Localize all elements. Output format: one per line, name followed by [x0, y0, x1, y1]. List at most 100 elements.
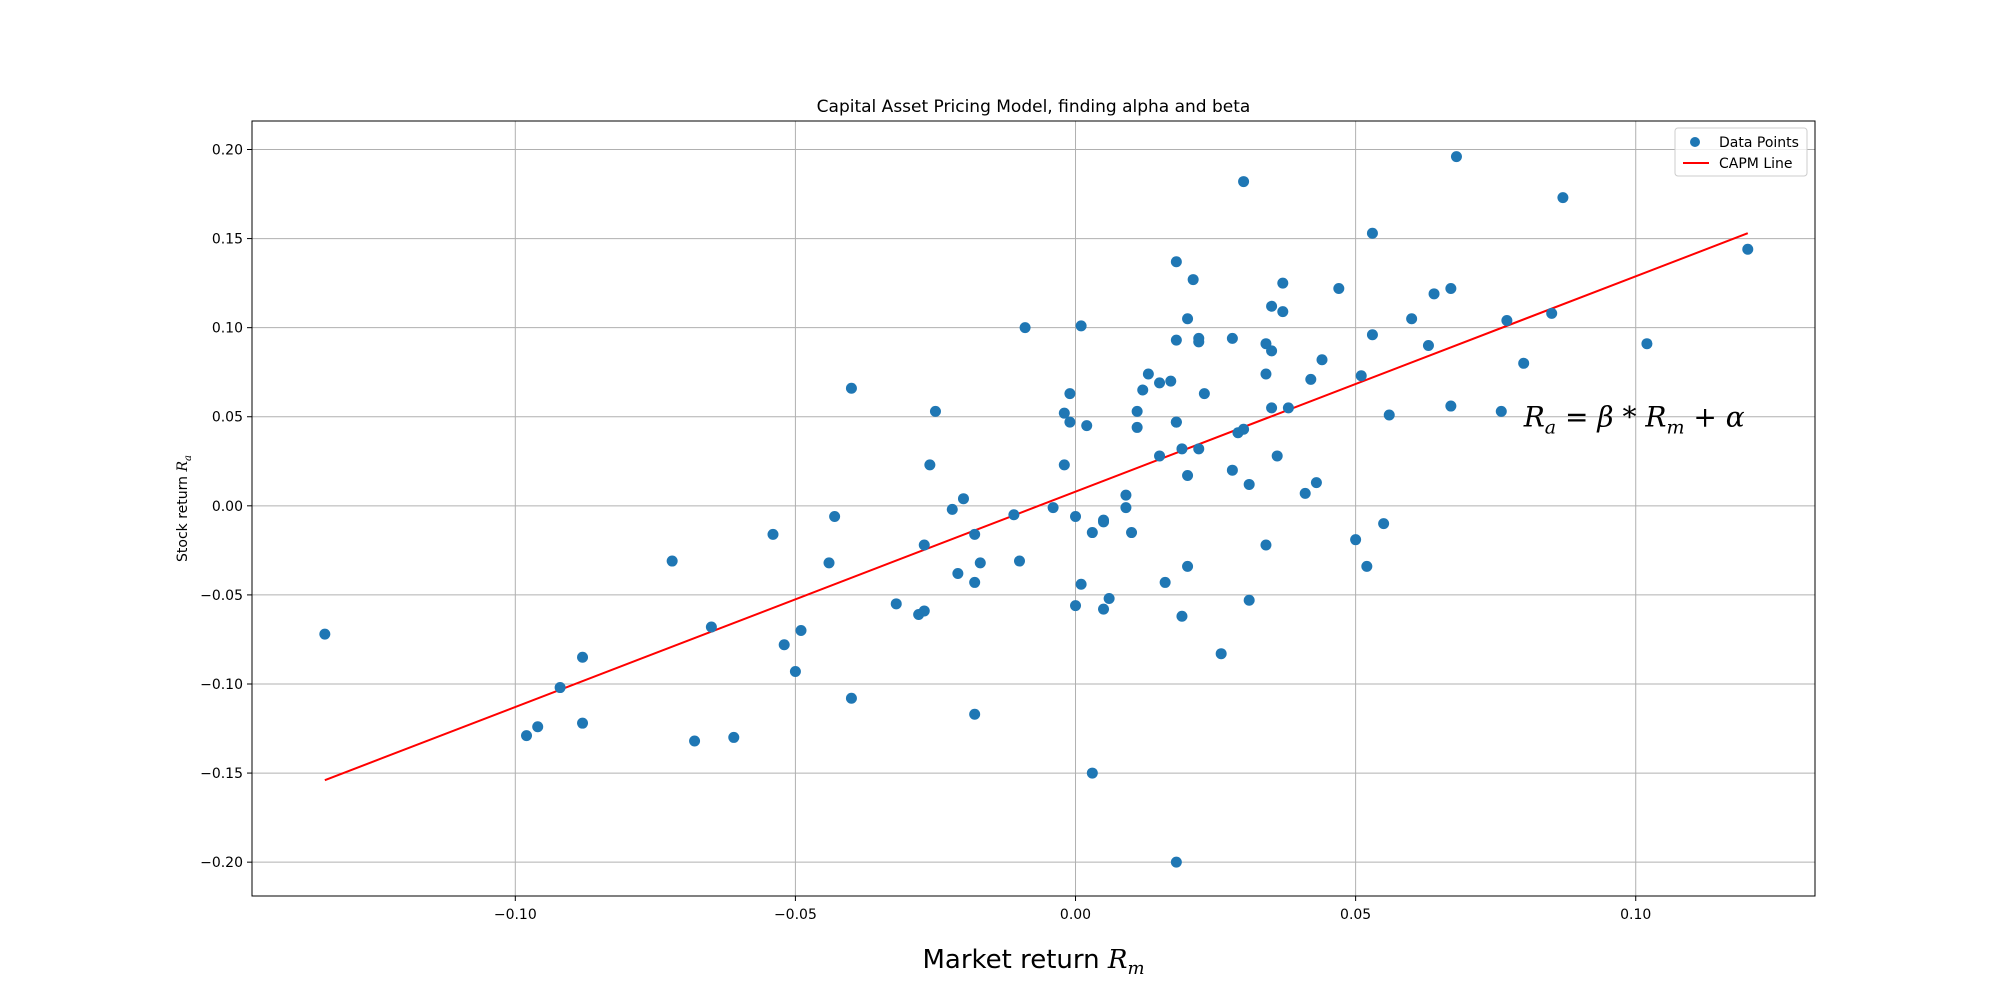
- data-points-layer: [319, 151, 1754, 868]
- data-point: [554, 682, 566, 694]
- data-point: [1333, 282, 1345, 294]
- data-point: [1131, 421, 1143, 433]
- data-point: [1182, 470, 1194, 482]
- data-point: [1075, 320, 1087, 332]
- x-tick-label: 0.10: [1620, 907, 1651, 923]
- data-point: [1098, 516, 1110, 528]
- data-point: [1081, 420, 1093, 432]
- data-point: [1406, 313, 1418, 325]
- data-point: [1445, 400, 1457, 412]
- data-point: [1008, 509, 1020, 521]
- y-tick-label: −0.15: [200, 766, 243, 782]
- capm-line-layer: [324, 232, 1749, 782]
- data-point: [1170, 856, 1182, 868]
- data-point: [845, 692, 857, 704]
- data-point: [1277, 306, 1289, 318]
- data-point: [969, 708, 981, 720]
- data-point: [705, 621, 717, 633]
- data-point: [1064, 388, 1076, 400]
- data-point: [1193, 336, 1205, 348]
- y-axis-label-subscript: a: [183, 455, 194, 461]
- data-point: [1282, 402, 1294, 414]
- data-point: [1518, 357, 1530, 369]
- data-point: [1154, 450, 1166, 462]
- y-axis-ticks: 0.20 0.15 0.10 0.05 0.00 −0.05 −0.10 −0.15 −0.20: [200, 143, 252, 871]
- data-point: [1198, 388, 1210, 400]
- y-tick-label: 0.20: [212, 143, 243, 159]
- chart-title: Capital Asset Pricing Model, finding alp…: [817, 97, 1251, 117]
- data-point: [689, 735, 701, 747]
- data-point: [969, 528, 981, 540]
- data-point: [1557, 192, 1569, 204]
- data-point: [1641, 338, 1653, 350]
- data-point: [1260, 539, 1272, 551]
- data-point: [924, 459, 936, 471]
- data-point: [1366, 227, 1378, 239]
- x-axis-label-subscript: m: [1127, 958, 1144, 979]
- data-point: [1058, 459, 1070, 471]
- data-point: [795, 625, 807, 637]
- data-point: [1366, 329, 1378, 341]
- data-point: [767, 528, 779, 540]
- data-point: [1546, 307, 1558, 319]
- data-point: [1450, 151, 1462, 163]
- data-point: [577, 717, 589, 729]
- y-tick-label: 0.05: [212, 410, 243, 426]
- data-point: [1131, 405, 1143, 417]
- data-point: [1495, 405, 1507, 417]
- y-axis-label-text: Stock return: [175, 472, 191, 562]
- y-tick-label: −0.10: [200, 677, 243, 693]
- data-point: [1047, 502, 1059, 514]
- y-tick-label: −0.05: [200, 588, 243, 604]
- data-point: [829, 511, 841, 523]
- data-point: [1154, 377, 1166, 389]
- y-axis-label: Stock return Ra: [175, 455, 194, 562]
- data-point: [952, 568, 964, 580]
- data-point: [1266, 300, 1278, 312]
- data-point: [1501, 315, 1513, 327]
- x-axis-label-text: Market return: [922, 945, 1107, 975]
- data-point: [1103, 592, 1115, 604]
- y-tick-label: 0.15: [212, 232, 243, 248]
- data-point: [1305, 373, 1317, 385]
- data-point: [1120, 502, 1132, 514]
- x-axis-label: Market return Rm: [922, 945, 1144, 979]
- data-point: [1215, 648, 1227, 660]
- data-point: [532, 721, 544, 733]
- eq-plus: +: [1685, 401, 1726, 434]
- data-point: [1277, 277, 1289, 289]
- data-point: [778, 639, 790, 651]
- data-point: [1271, 450, 1283, 462]
- data-point: [1422, 339, 1434, 351]
- data-point: [890, 598, 902, 610]
- data-point: [577, 651, 589, 663]
- x-tick-label: −0.10: [494, 907, 537, 923]
- data-point: [1260, 368, 1272, 380]
- data-point: [929, 405, 941, 417]
- data-point: [1086, 767, 1098, 779]
- data-point: [1266, 402, 1278, 414]
- data-point: [1378, 518, 1390, 530]
- grid: [252, 121, 1815, 896]
- data-point: [1316, 354, 1328, 366]
- data-point: [666, 555, 678, 567]
- x-tick-label: 0.00: [1060, 907, 1091, 923]
- data-point: [1182, 560, 1194, 572]
- data-point: [1266, 345, 1278, 357]
- eq-sub-m: m: [1666, 417, 1684, 439]
- eq-equals: =: [1556, 401, 1597, 434]
- y-tick-label: 0.10: [212, 321, 243, 337]
- data-point: [1238, 176, 1250, 188]
- data-point: [1159, 576, 1171, 588]
- data-point: [918, 539, 930, 551]
- data-point: [1170, 416, 1182, 428]
- data-point: [1176, 443, 1188, 455]
- data-point: [1176, 610, 1188, 622]
- data-point: [1226, 332, 1238, 344]
- data-point: [521, 730, 533, 742]
- data-point: [918, 605, 930, 617]
- data-point: [1019, 322, 1031, 334]
- eq-alpha: α: [1726, 401, 1745, 434]
- legend-marker-data-points: [1690, 137, 1700, 147]
